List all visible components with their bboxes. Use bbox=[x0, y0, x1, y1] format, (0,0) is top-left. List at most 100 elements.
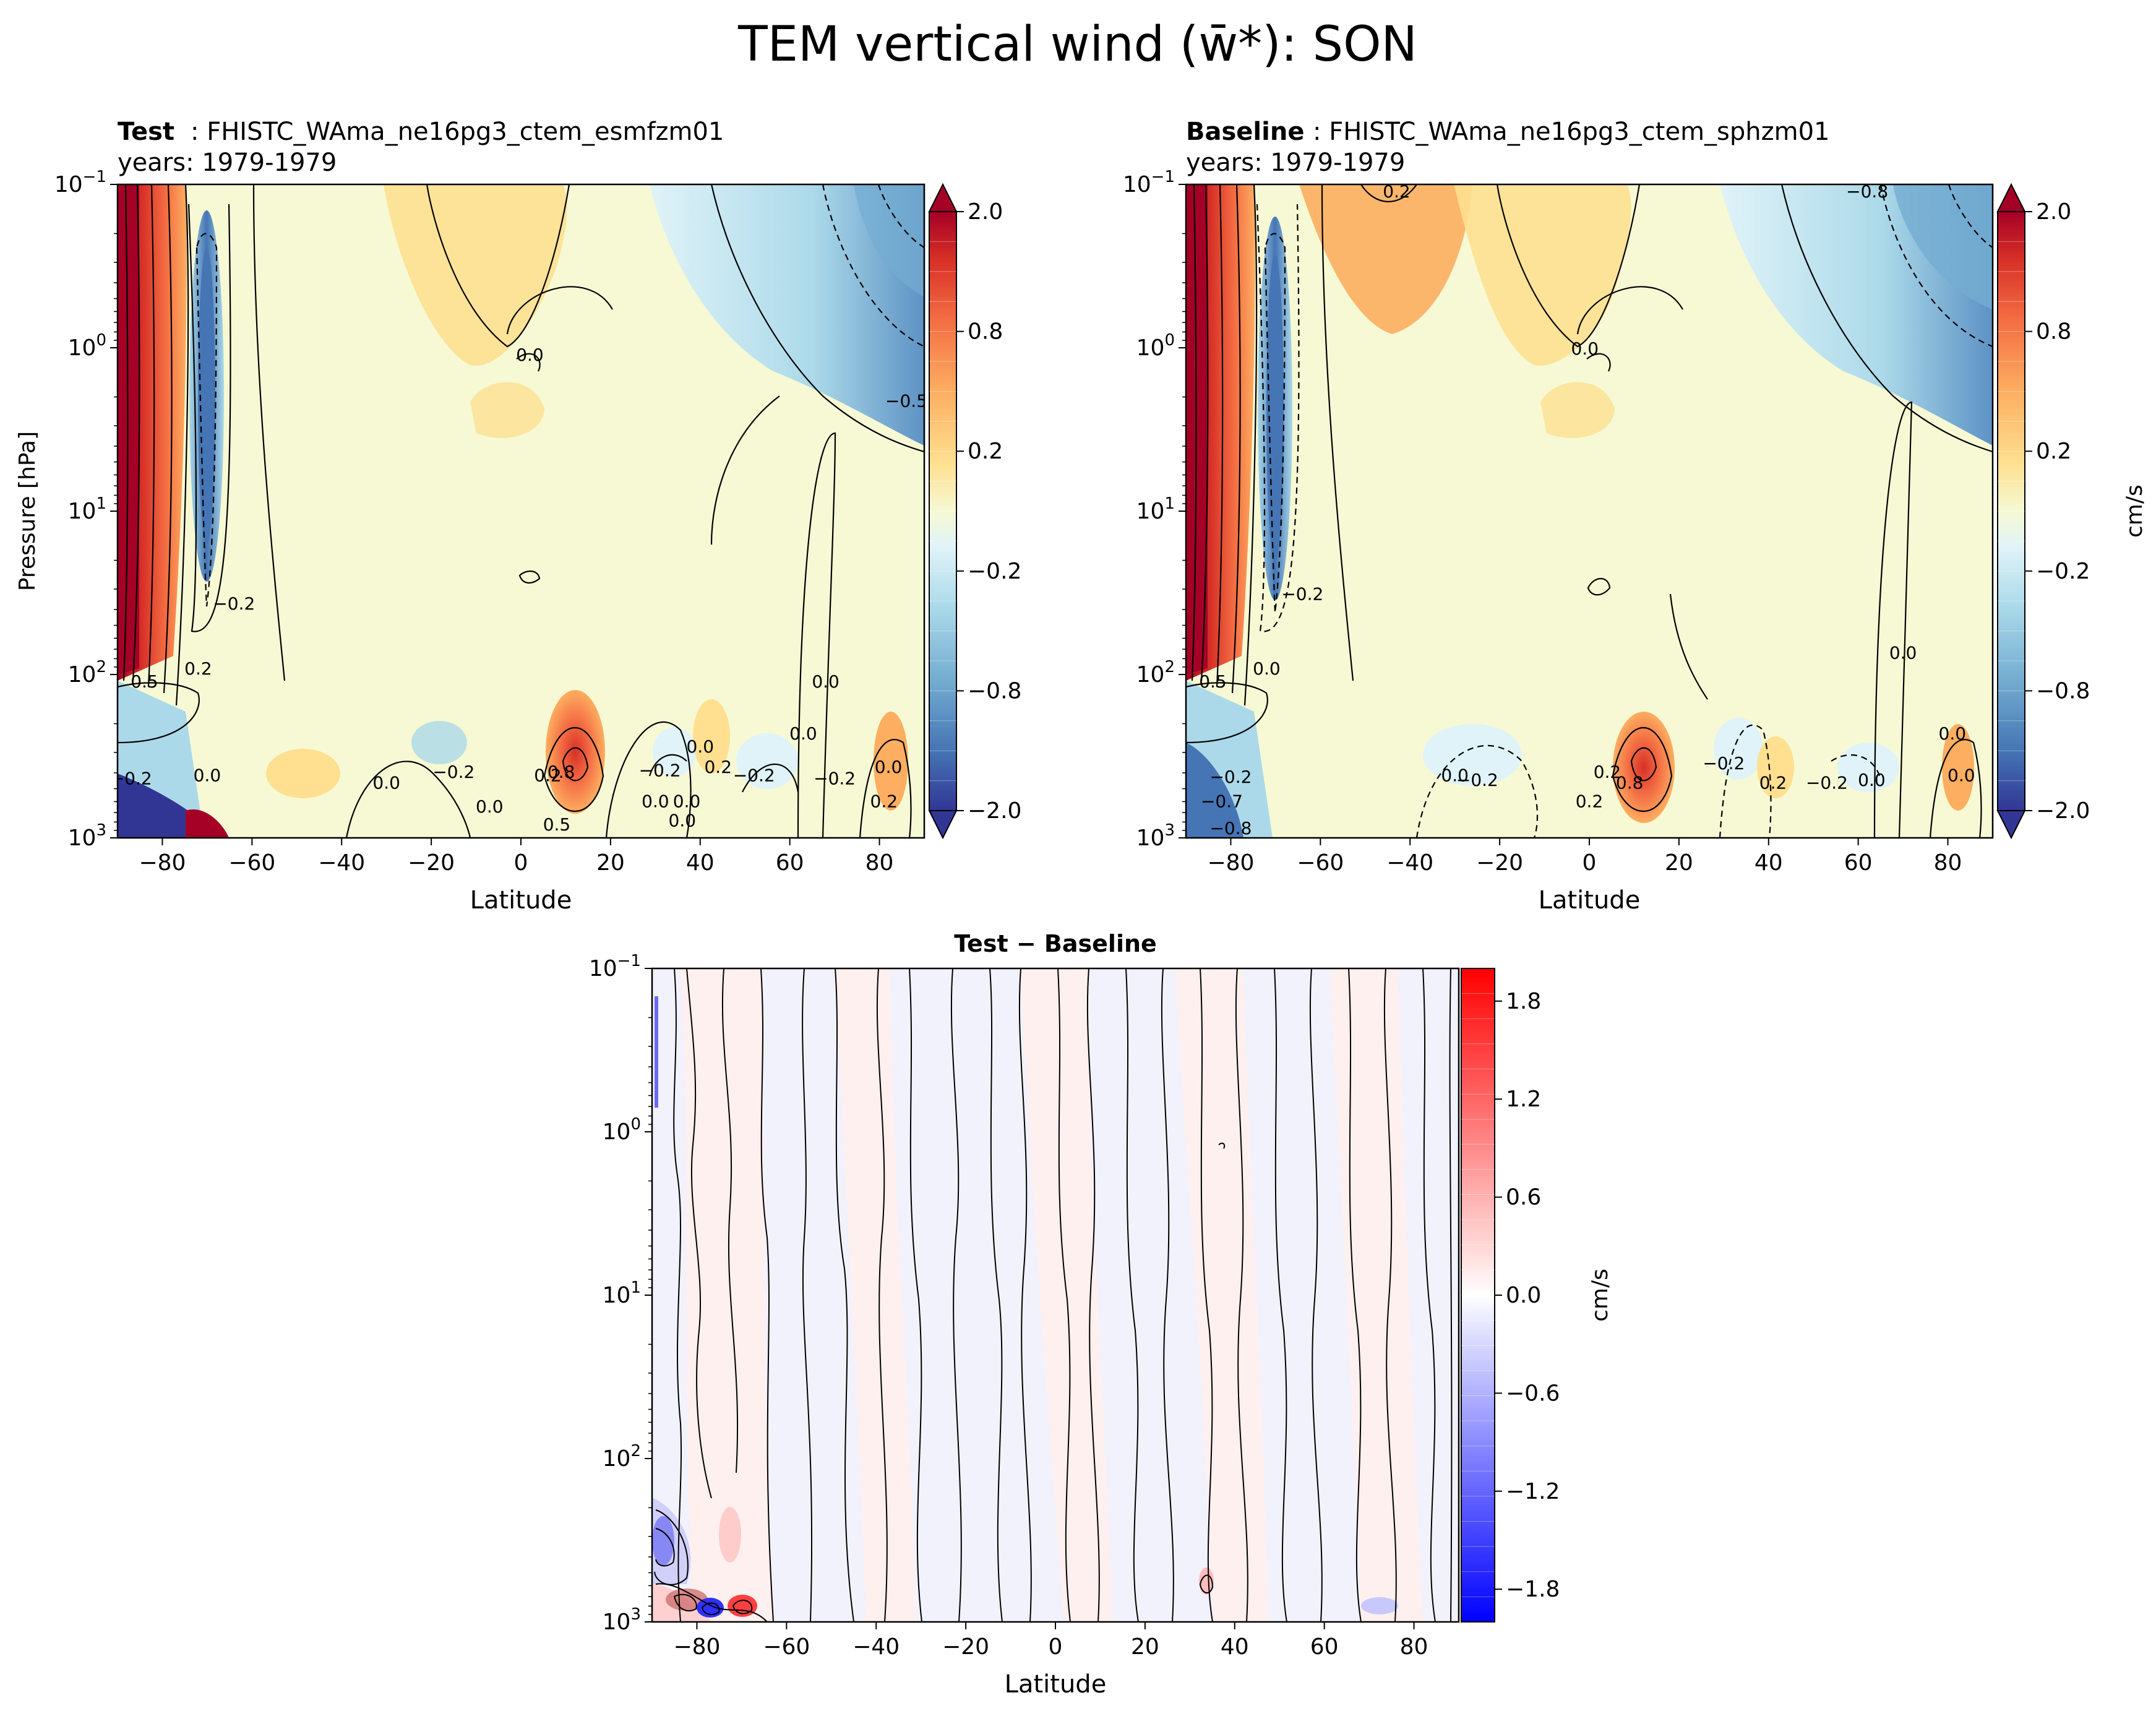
baseline-contour-label: 0.8 bbox=[1616, 773, 1644, 793]
test-colorbar-tick-label: 2.0 bbox=[968, 199, 1003, 225]
test-xlabel: Latitude bbox=[470, 886, 572, 915]
difference-colorbar-tick-label: −0.6 bbox=[1506, 1381, 1560, 1406]
test-contour-label: −0.2 bbox=[814, 768, 856, 788]
baseline-contour-label: −0.8 bbox=[1209, 818, 1252, 838]
difference-xtick-label: 40 bbox=[1221, 1634, 1249, 1660]
baseline-contour-label: 0.5 bbox=[1199, 671, 1227, 692]
test-contour-label: 0.0 bbox=[516, 345, 544, 365]
difference-xtick-label: −80 bbox=[673, 1634, 720, 1660]
baseline-colorbar-tick-label: −0.8 bbox=[2036, 678, 2090, 704]
difference-ytick-label: 102 bbox=[603, 1442, 641, 1472]
test-contour-label: −0.5 bbox=[885, 390, 927, 411]
difference-colorbar: 1.8 1.2 0.6 0.0 −0.6 −1.2 −1.8 bbox=[1461, 968, 1560, 1623]
difference-colorbar-tick-label: 1.2 bbox=[1506, 1087, 1541, 1112]
difference-ytick-label: 103 bbox=[603, 1605, 641, 1635]
test-colorbar-tick-label: 0.2 bbox=[968, 439, 1003, 464]
test-contour-label: 0.0 bbox=[875, 757, 903, 777]
difference-field bbox=[652, 968, 1459, 1622]
baseline-contour-label: 0.0 bbox=[1858, 770, 1886, 790]
baseline-contour-label: 0.2 bbox=[1759, 773, 1787, 793]
baseline-xtick-label: 20 bbox=[1665, 850, 1693, 876]
test-title-bold: Test bbox=[118, 118, 174, 146]
baseline-title-bold: Baseline bbox=[1186, 118, 1304, 146]
baseline-contour-label: 0.2 bbox=[1576, 791, 1604, 812]
baseline-axes: −80 −60 −40 −20 0 20 40 60 80 10−1 100 101 102 103 bbox=[1123, 168, 1962, 876]
baseline-contour-label: 0.0 bbox=[1253, 658, 1281, 679]
baseline-xtick-label: 60 bbox=[1844, 850, 1873, 876]
difference-ytick-label: 101 bbox=[603, 1278, 641, 1308]
baseline-xlabel: Latitude bbox=[1539, 886, 1641, 915]
difference-xlabel: Latitude bbox=[1005, 1670, 1107, 1699]
baseline-contour-label: 0.0 bbox=[1939, 723, 1967, 744]
test-contour-label: 0.0 bbox=[642, 791, 669, 812]
baseline-panel: Baseline : FHISTC_WAma_ne16pg3_ctem_sphz… bbox=[1123, 118, 2147, 915]
test-contour-label: 0.0 bbox=[812, 671, 840, 692]
baseline-colorbar-extend-max bbox=[1996, 183, 2026, 212]
test-contour-label: 0.5 bbox=[543, 814, 571, 835]
test-ytick-label: 101 bbox=[68, 494, 106, 524]
test-colorbar-tick-label: −2.0 bbox=[968, 798, 1021, 824]
test-contour-label: −0.2 bbox=[213, 593, 255, 614]
baseline-xtick-label: −60 bbox=[1297, 850, 1344, 876]
baseline-colorbar: 2.0 0.8 0.2 −0.2 −0.8 −2.0 bbox=[1996, 183, 2090, 840]
baseline-contour-label: 0.0 bbox=[1571, 338, 1599, 359]
difference-colorbar-tick-label: −1.8 bbox=[1506, 1577, 1560, 1602]
test-contour-label: 0.0 bbox=[673, 791, 701, 812]
test-contour-label: 0.2 bbox=[704, 757, 732, 777]
test-colorbar-tick-label: −0.2 bbox=[968, 559, 1021, 584]
difference-xtick-label: −40 bbox=[853, 1634, 900, 1660]
baseline-contour-labels: 0.2 −0.80.0−0.20.00.00.50.0−0.20.20.80.0−… bbox=[1199, 181, 1975, 838]
test-xtick-label: −60 bbox=[228, 850, 275, 876]
baseline-xtick-label: −40 bbox=[1386, 850, 1433, 876]
baseline-contour-label: 0.0 bbox=[1889, 642, 1917, 663]
test-contour-label: 0.8 bbox=[548, 762, 575, 782]
baseline-colorbar-tick-label: 0.8 bbox=[2036, 319, 2071, 345]
test-contour-label: 0.2 bbox=[184, 658, 212, 679]
difference-xtick-label: 0 bbox=[1049, 1634, 1063, 1660]
test-contour-label: 0.0 bbox=[669, 810, 697, 830]
test-field: 0.0−0.5−0.20.20.5 0.00.00.00.2−0.2 −0.2 −0.… bbox=[110, 184, 927, 838]
test-xtick-label: 0 bbox=[514, 850, 528, 876]
test-xtick-label: −40 bbox=[318, 850, 365, 876]
test-panel: Test : FHISTC_WAma_ne16pg3_ctem_esmfzm01… bbox=[15, 118, 1021, 915]
baseline-ytick-label: 103 bbox=[1136, 821, 1175, 851]
baseline-xtick-label: 80 bbox=[1934, 850, 1962, 876]
baseline-ytick-label: 100 bbox=[1136, 331, 1175, 361]
difference-xtick-label: −60 bbox=[763, 1634, 810, 1660]
baseline-xtick-label: −20 bbox=[1476, 850, 1523, 876]
test-xtick-label: 80 bbox=[865, 850, 894, 876]
test-contour-label: 0.2 bbox=[870, 791, 898, 812]
baseline-xtick-label: −80 bbox=[1207, 850, 1254, 876]
baseline-contour-label: −0.2 bbox=[1806, 773, 1848, 793]
test-xtick-label: 20 bbox=[596, 850, 625, 876]
test-ytick-label: 102 bbox=[68, 658, 106, 687]
difference-xtick-label: 20 bbox=[1131, 1634, 1159, 1660]
test-contour-label: 0.0 bbox=[789, 723, 817, 744]
difference-ytick-label: 10−1 bbox=[589, 952, 641, 981]
test-contour-label: 0.2 bbox=[534, 765, 562, 785]
baseline-title-case: : FHISTC_WAma_ne16pg3_ctem_sphzm01 bbox=[1313, 118, 1829, 146]
test-xtick-label: −80 bbox=[139, 850, 186, 876]
test-xtick-label: 40 bbox=[686, 850, 715, 876]
difference-title: Test − Baseline bbox=[954, 930, 1157, 957]
difference-xtick-label: 60 bbox=[1310, 1634, 1339, 1660]
test-colorbar-extend-min bbox=[928, 810, 958, 840]
baseline-xtick-label: 40 bbox=[1754, 850, 1783, 876]
difference-panel: Test − Baseline bbox=[589, 930, 1613, 1699]
baseline-contour-label: −0.2 bbox=[1281, 584, 1323, 605]
test-years: years: 1979-1979 bbox=[118, 149, 337, 177]
test-contour-label: 0.0 bbox=[476, 796, 504, 817]
baseline-contour-label: 0.2 bbox=[1594, 762, 1621, 782]
difference-colorbar-unit: cm/s bbox=[1587, 1269, 1613, 1322]
test-ytick-label: 10−1 bbox=[54, 168, 106, 197]
test-colorbar-tick-label: −0.8 bbox=[968, 678, 1021, 704]
test-contour-labels: 0.0−0.5−0.20.20.5 0.00.00.00.2−0.2 −0.2 −0.… bbox=[110, 345, 927, 835]
difference-ytick-label: 100 bbox=[603, 1115, 641, 1145]
test-title-case: : FHISTC_WAma_ne16pg3_ctem_esmfzm01 bbox=[191, 118, 724, 146]
test-colorbar-tick-label: 0.8 bbox=[968, 319, 1003, 345]
test-contour-label: −0.2 bbox=[110, 768, 152, 788]
test-ytick-label: 103 bbox=[68, 821, 106, 851]
baseline-contour-label: 0.0 bbox=[1441, 765, 1469, 785]
baseline-contour-label: 0.2 bbox=[1383, 181, 1411, 202]
